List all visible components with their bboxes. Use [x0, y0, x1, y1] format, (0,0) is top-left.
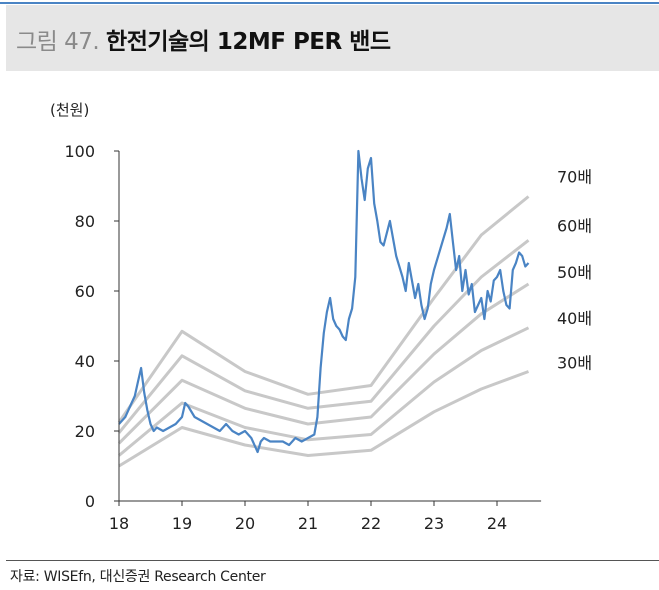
y-tick-label: 60	[75, 282, 95, 301]
band-labels: 70배 60배 50배 40배 30배	[557, 168, 592, 373]
figure-title: 그림 47. 한전기술의 12MF PER 밴드	[16, 22, 391, 56]
x-tick-label: 19	[172, 514, 192, 533]
band-line-3	[117, 282, 530, 445]
x-tick-label: 20	[235, 514, 255, 533]
band-line-4	[118, 326, 530, 457]
figure-number: 그림 47.	[16, 29, 100, 55]
y-tick-label: 100	[64, 142, 95, 161]
x-tick-label: 18	[109, 514, 129, 533]
figure-title-text: 한전기술의 12MF PER 밴드	[106, 29, 391, 55]
price-line-layer	[118, 149, 530, 454]
y-tick-label: 20	[75, 422, 95, 441]
x-tick-label: 22	[361, 514, 381, 533]
band-line-1	[117, 195, 530, 424]
y-tick-label: 40	[75, 352, 95, 371]
band-line-5	[118, 370, 530, 468]
x-tick-label: 21	[298, 514, 318, 533]
price-line	[118, 149, 530, 454]
x-tick-label: 24	[487, 514, 507, 533]
source-note: 자료: WISEfn, 대신증권 Research Center	[10, 569, 266, 585]
axes: 0 20 40 60 80 100 18 19 20 21 22 23 24	[64, 142, 542, 533]
band-line-2	[117, 239, 530, 434]
y-axis-unit-label: (천원)	[50, 101, 90, 119]
band-label: 30배	[557, 354, 592, 373]
band-label: 40배	[557, 309, 592, 328]
y-tick-label: 80	[75, 212, 95, 231]
band-label: 50배	[557, 263, 592, 282]
top-accent-rule	[0, 2, 659, 4]
band-label: 60배	[557, 216, 592, 235]
x-tick-label: 23	[424, 514, 444, 533]
band-label: 70배	[557, 168, 592, 187]
band-lines	[117, 195, 530, 468]
y-tick-label: 0	[85, 492, 95, 511]
title-bar	[6, 5, 659, 71]
source-rule	[6, 560, 659, 561]
